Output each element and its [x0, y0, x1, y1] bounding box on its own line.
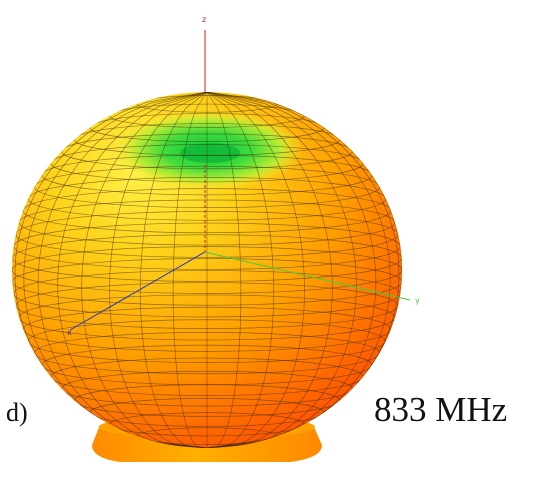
y-axis-line — [204, 251, 411, 301]
y-axis-label: y — [415, 296, 420, 305]
x-axis-line — [69, 251, 206, 331]
x-axis-label: x — [67, 328, 72, 337]
panel-label: d) — [6, 398, 28, 427]
z-axis-label: z — [202, 15, 206, 24]
frequency-label: 833 MHz — [374, 390, 508, 429]
radiation-pattern-lobe — [12, 92, 402, 448]
